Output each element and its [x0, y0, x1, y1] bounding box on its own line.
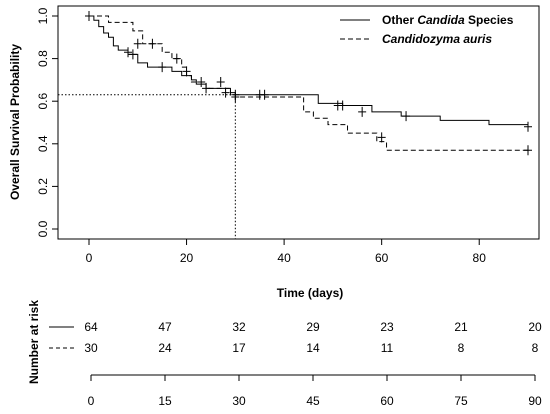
- risk-value-dashed: 24: [158, 341, 172, 355]
- censor-mark-solid: [128, 49, 137, 60]
- censor-mark-dashed: [172, 53, 181, 64]
- risk-table-axis: 0 15 30 45 60 75 90: [88, 374, 542, 408]
- risk-value-dashed: 8: [532, 341, 539, 355]
- risk-value-dashed: 8: [458, 341, 465, 355]
- x-tick-label: 80: [473, 251, 487, 265]
- censor-mark-dashed: [524, 145, 532, 156]
- risk-value-solid: 47: [158, 320, 172, 334]
- risk-table-title: Number at risk: [27, 300, 41, 384]
- x-axis-title: Time (days): [277, 286, 343, 300]
- censor-mark-dashed: [197, 77, 206, 88]
- censor-marks: [85, 11, 532, 156]
- y-tick-label: 0.2: [36, 178, 50, 195]
- median-reference-lines: [58, 94, 236, 239]
- risk-table-numbers: 64 47 32 29 23 21 20 30 24 17 14 11 8 8: [84, 320, 542, 355]
- censor-mark-solid: [182, 66, 191, 77]
- x-tick-label: 0: [86, 251, 93, 265]
- legend-label-candidozyma-auris: Candidozyma auris: [382, 32, 492, 46]
- risk-value-solid: 23: [380, 320, 394, 334]
- x-axis: 0 20 40 60 80: [86, 238, 487, 265]
- risk-value-solid: 64: [84, 320, 98, 334]
- risk-value-dashed: 11: [381, 341, 394, 355]
- censor-mark-solid: [338, 100, 347, 111]
- risk-value-dashed: 17: [232, 341, 246, 355]
- legend-label-other-candida: Other Candida Species: [382, 13, 514, 27]
- x-tick-label: 20: [180, 251, 194, 265]
- censor-mark-solid: [158, 62, 167, 73]
- y-tick-label: 0.0: [36, 220, 50, 237]
- risk-axis-tick-label: 75: [454, 394, 468, 408]
- censor-mark-dashed: [216, 77, 225, 88]
- x-tick-label: 40: [277, 251, 291, 265]
- censor-mark-solid: [202, 83, 211, 94]
- censor-mark-dashed: [133, 38, 142, 49]
- y-tick-label: 0.8: [36, 50, 50, 67]
- risk-value-dashed: 14: [306, 341, 320, 355]
- legend: Other Candida Species Candidozyma auris: [340, 13, 514, 46]
- censor-mark-solid: [524, 121, 532, 132]
- censor-mark-solid: [260, 89, 269, 100]
- risk-value-dashed: 30: [84, 341, 98, 355]
- risk-axis-tick-label: 60: [380, 394, 394, 408]
- y-tick-label: 0.4: [36, 135, 50, 152]
- risk-value-solid: 20: [528, 320, 542, 334]
- censor-mark-solid: [358, 106, 367, 117]
- risk-axis-tick-label: 30: [232, 394, 246, 408]
- y-axis: 0.0 0.2 0.4 0.6 0.8 1.0: [36, 7, 59, 237]
- y-axis-title: Overall Survival Probability: [8, 44, 22, 200]
- censor-mark-solid: [221, 87, 230, 98]
- risk-value-solid: 29: [306, 320, 320, 334]
- censor-mark-solid: [402, 111, 411, 122]
- x-tick-label: 60: [375, 251, 389, 265]
- censor-mark-solid: [85, 11, 93, 21]
- risk-axis-tick-label: 0: [88, 394, 95, 408]
- risk-value-solid: 21: [454, 320, 468, 334]
- risk-axis-tick-label: 90: [528, 394, 542, 408]
- survival-curves: [89, 15, 529, 151]
- censor-mark-dashed: [231, 91, 240, 102]
- y-tick-label: 0.6: [36, 93, 50, 110]
- risk-axis-tick-label: 45: [306, 394, 320, 408]
- risk-axis-tick-label: 15: [158, 394, 172, 408]
- censor-mark-dashed: [124, 47, 133, 58]
- risk-value-solid: 32: [232, 320, 246, 334]
- censor-mark-dashed: [377, 132, 386, 143]
- y-tick-label: 1.0: [36, 7, 50, 24]
- survival-curve-dashed: [89, 15, 528, 151]
- censor-mark-dashed: [148, 38, 157, 49]
